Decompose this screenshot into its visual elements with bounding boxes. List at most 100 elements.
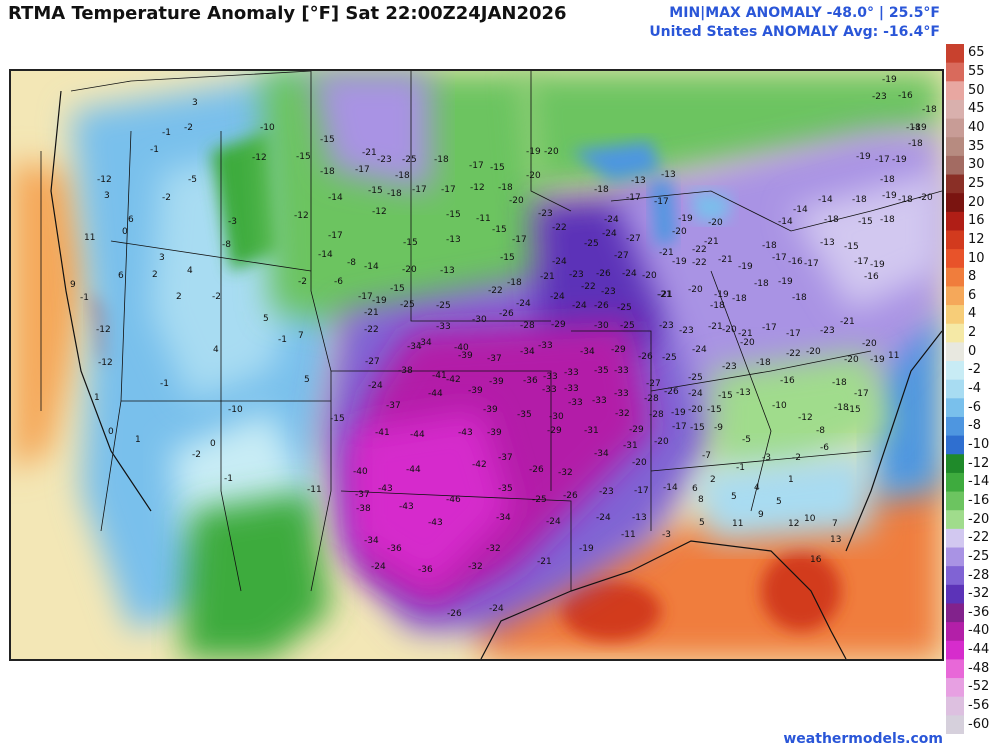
anomaly-value-label: -39 [487,428,502,438]
color-scale-label: -52 [968,679,990,695]
anomaly-value-label: -36 [387,544,402,554]
anomaly-value-label: -8 [816,426,825,436]
color-scale-swatch [946,640,964,661]
anomaly-value-label: -11 [307,485,322,495]
anomaly-value-label: -17 [469,161,484,171]
anomaly-value-label: -18 [710,301,725,311]
anomaly-value-label: -20 [688,285,703,295]
color-scale-label: 35 [968,138,985,154]
anomaly-value-label: -26 [664,387,679,397]
anomaly-value-label: -33 [538,341,553,351]
anomaly-value-label: -1 [150,145,159,155]
anomaly-value-label: -17 [355,165,370,175]
anomaly-value-label: 8 [698,495,704,505]
color-scale-label: 30 [968,157,985,173]
anomaly-value-label: -12 [294,211,309,221]
anomaly-value-label: -22 [692,245,707,255]
anomaly-value-label: 0 [122,227,128,237]
color-scale-label: 20 [968,194,985,210]
state-boundaries [40,71,942,592]
anomaly-value-label: -25 [532,495,547,505]
anomaly-value-label: -23 [569,270,584,280]
color-scale-swatch [946,323,964,343]
anomaly-value-label: 4 [187,266,193,276]
anomaly-value-label: -26 [499,309,514,319]
anomaly-value-label: -18 [732,294,747,304]
credit-link[interactable]: weathermodels.com [783,731,943,747]
anomaly-value-label: -18 [395,171,410,181]
anomaly-value-label: 2 [710,475,716,485]
color-scale-swatch [946,696,964,716]
anomaly-value-label: -19 [671,408,686,418]
anomaly-value-label: 2 [152,270,158,280]
anomaly-value-label: -20 [654,437,669,447]
anomaly-value-label: -10 [228,405,243,415]
anomaly-value-label: -25 [688,373,703,383]
anomaly-value-label: -1 [224,474,233,484]
color-scale-swatch [946,44,964,64]
color-scale-label: 0 [968,343,977,359]
anomaly-value-label: -12 [372,207,387,217]
color-scale-label: -60 [968,716,990,732]
color-scale-swatch [946,678,964,698]
anomaly-value-label: -18 [498,183,513,193]
anomaly-value-label: -33 [564,368,579,378]
anomaly-value-label: 0 [108,427,114,437]
anomaly-value-label: -21 [658,290,673,300]
anomaly-value-label: -18 [434,155,449,165]
anomaly-value-label: -25 [662,353,677,363]
anomaly-value-label: -21 [704,237,719,247]
color-scale-label: 40 [968,119,985,135]
anomaly-value-label: -20 [632,458,647,468]
anomaly-value-label: -29 [551,320,566,330]
anomaly-value-label: -21 [537,557,552,567]
anomaly-field [11,71,942,659]
anomaly-value-label: -20 [402,265,417,275]
anomaly-value-label: -22 [692,258,707,268]
color-scale-swatch [946,174,964,194]
anomaly-value-label: 6 [692,484,698,494]
anomaly-value-label: -40 [454,343,469,353]
color-scale-swatch [946,510,964,530]
color-scale-label: 10 [968,250,985,266]
anomaly-value-label: -1 [80,293,89,303]
anomaly-value-label: -13 [820,238,835,248]
anomaly-value-label: -34 [364,536,379,546]
anomaly-value-label: 3 [104,191,110,201]
anomaly-value-label: -23 [679,326,694,336]
anomaly-value-label: -15 [368,186,383,196]
anomaly-value-label: -1 [278,335,287,345]
anomaly-value-label: -1 [736,463,745,473]
anomaly-value-label: -31 [623,441,638,451]
anomaly-value-label: -23 [599,487,614,497]
anomaly-value-label: -35 [594,366,609,376]
anomaly-value-label: 5 [776,497,782,507]
anomaly-value-label: -24 [550,292,565,302]
color-scale-swatch [946,454,964,474]
anomaly-value-label: -13 [661,170,676,180]
anomaly-value-label: -18 [792,293,807,303]
anomaly-value-label: -20 [708,218,723,228]
anomaly-value-label: -20 [688,405,703,415]
anomaly-value-label: -13 [631,176,646,186]
color-scale-swatch [946,118,964,138]
color-scale-label: 25 [968,175,985,191]
anomaly-value-label: -43 [378,484,393,494]
anomaly-value-label: 1 [135,435,141,445]
color-scale-label: 65 [968,45,985,61]
anomaly-value-label: -19 [870,260,885,270]
anomaly-value-label: -21 [738,329,753,339]
anomaly-value-label: -26 [638,352,653,362]
anomaly-value-label: -16 [788,257,803,267]
anomaly-value-label: -24 [572,301,587,311]
anomaly-value-label: -20 [544,147,559,157]
anomaly-value-label: -15 [446,210,461,220]
anomaly-value-label: -23 [872,92,887,102]
color-scale-label: 12 [968,231,985,247]
anomaly-value-label: -25 [620,321,635,331]
anomaly-value-label: -17 [654,197,669,207]
anomaly-value-label: -34 [520,347,535,357]
anomaly-value-label: -22 [364,325,379,335]
anomaly-value-label: -18 [507,278,522,288]
anomaly-map[interactable]: 3 -1 -2 -1 -12 3 -2 -5 6 11 0 -3 -12 -10 -8 3 4 2 6 9 -1 2 -2 5… [9,69,944,661]
